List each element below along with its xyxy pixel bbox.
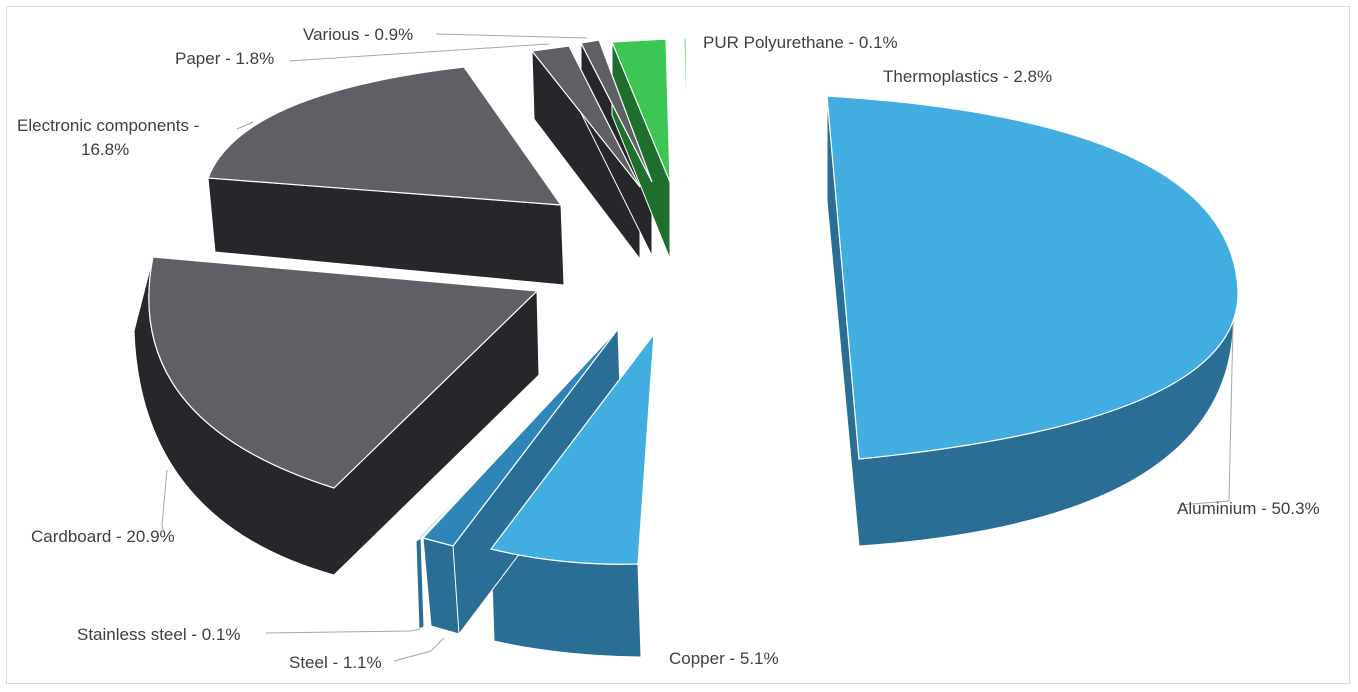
leader-line-steel	[393, 637, 445, 662]
data-label-stainless-steel: Stainless steel - 0.1%	[77, 625, 240, 644]
leader-line-various	[435, 33, 588, 39]
chart-frame: Aluminium - 50.3% Copper - 5.1% Steel - 1.…	[6, 6, 1350, 684]
leader-line-cardboard	[161, 469, 168, 534]
data-label-aluminium: Aluminium - 50.3%	[1177, 499, 1320, 518]
data-label-thermoplastics: Thermoplastics - 2.8%	[883, 67, 1052, 86]
slice-copper	[489, 332, 655, 565]
data-label-paper: Paper - 1.8%	[175, 49, 274, 68]
slice-side-stainless-steel	[415, 537, 425, 630]
data-label-copper: Copper - 5.1%	[669, 649, 779, 668]
data-labels-layer: Aluminium - 50.3% Copper - 5.1% Steel - 1.…	[17, 25, 1320, 672]
slice-paper	[530, 45, 641, 188]
pie-chart: Aluminium - 50.3% Copper - 5.1% Steel - 1.…	[17, 25, 1320, 672]
slice-side-copper	[490, 548, 642, 658]
data-label-pur-polyurethane: PUR Polyurethane - 0.1%	[703, 33, 898, 52]
data-label-various: Various - 0.9%	[303, 25, 413, 44]
leader-line-stainless-steel	[265, 628, 421, 634]
leader-lines-layer	[161, 33, 1234, 662]
leader-line-paper	[288, 43, 550, 62]
data-label-steel: Steel - 1.1%	[289, 653, 382, 672]
leader-line-electronic-components	[236, 121, 254, 130]
slice-various	[580, 39, 653, 183]
slice-pur-polyurethane	[683, 37, 688, 183]
slice-cardboard	[148, 256, 539, 489]
slice-thermoplastics	[611, 38, 671, 183]
data-label-cardboard: Cardboard - 20.9%	[31, 527, 175, 546]
slice-sides-layer	[133, 37, 1239, 658]
slice-stainless-steel	[415, 326, 615, 542]
slice-aluminium	[826, 95, 1239, 460]
slice-tops-layer	[148, 37, 1239, 565]
slice-steel	[421, 328, 619, 547]
slice-electronic-components	[207, 66, 563, 206]
data-label-electronic-components: Electronic components -16.8%	[17, 116, 199, 159]
leader-line-aluminium	[1178, 323, 1234, 506]
